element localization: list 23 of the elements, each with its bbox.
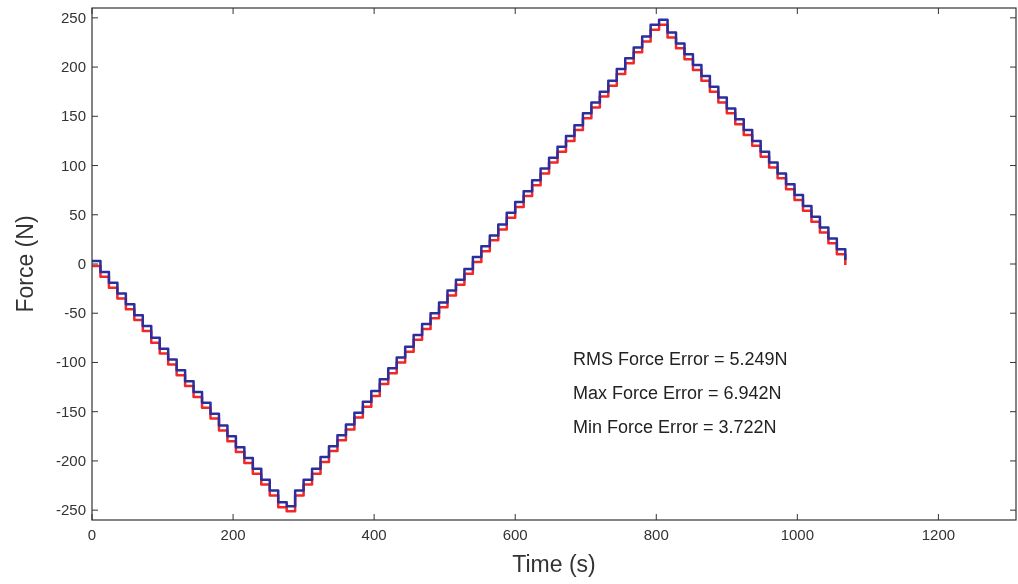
y-tick-label: 100 bbox=[60, 156, 86, 174]
y-tick-label: 0 bbox=[77, 255, 86, 272]
y-tick-label: 50 bbox=[69, 205, 86, 223]
y-axis-title: Force (N) bbox=[12, 215, 38, 313]
y-tick-label: -50 bbox=[64, 304, 86, 322]
y-tick-label: 200 bbox=[60, 58, 86, 76]
x-tick-label: 200 bbox=[220, 526, 246, 543]
x-tick-label: 800 bbox=[643, 526, 669, 543]
y-tick-label: 150 bbox=[60, 107, 86, 125]
x-tick-label: 400 bbox=[361, 526, 387, 543]
y-tick-label: -250 bbox=[55, 501, 86, 519]
y-tick-label: -150 bbox=[55, 402, 86, 420]
x-tick-label: 1200 bbox=[921, 526, 956, 543]
annotation: Min Force Error = 3.722N bbox=[573, 417, 777, 437]
x-axis-title: Time (s) bbox=[512, 551, 596, 577]
y-tick-label: -200 bbox=[55, 451, 86, 469]
y-tick-label: 250 bbox=[60, 8, 86, 26]
x-tick-label: 600 bbox=[502, 526, 528, 543]
y-tick-label: -100 bbox=[55, 353, 86, 371]
annotation: Max Force Error = 6.942N bbox=[573, 383, 782, 403]
x-tick-label: 0 bbox=[87, 526, 97, 543]
x-tick-label: 1000 bbox=[780, 526, 815, 543]
annotation: RMS Force Error = 5.249N bbox=[573, 349, 788, 369]
